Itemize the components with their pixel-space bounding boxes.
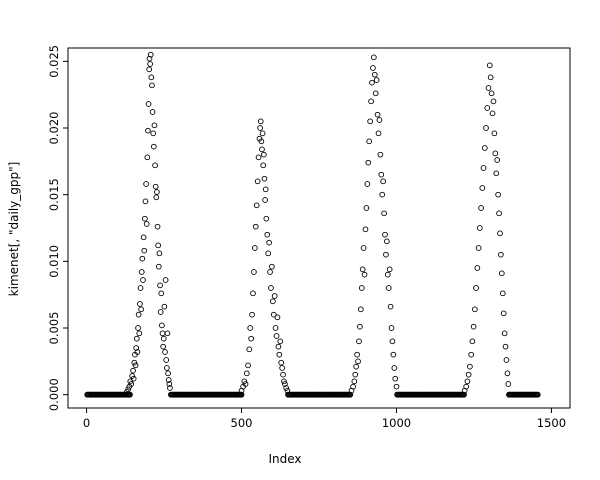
y-tick-label: 0.015 (47, 178, 61, 211)
y-tick-label: 0.020 (47, 112, 61, 145)
y-tick-label: 0.005 (47, 312, 61, 345)
x-tick-label: 1500 (537, 416, 566, 430)
y-axis-title: kimenet[, "daily_gpp"] (7, 161, 21, 297)
plot-box (67, 47, 571, 409)
x-tick-label: 500 (231, 416, 253, 430)
baseline-points (84, 391, 541, 398)
x-tick-label: 1000 (382, 416, 411, 430)
y-tick-label: 0.025 (47, 45, 61, 78)
x-axis-title: Index (268, 452, 302, 466)
y-axis-ticks: 0.000 0.005 0.010 0.015 0.020 0.025 (47, 45, 68, 411)
y-tick-label: 0.000 (47, 378, 61, 411)
y-tick-label: 0.010 (47, 245, 61, 278)
data-points (124, 51, 512, 395)
x-tick-label: 0 (83, 416, 90, 430)
x-axis-ticks: 0 500 1000 1500 (83, 408, 566, 430)
